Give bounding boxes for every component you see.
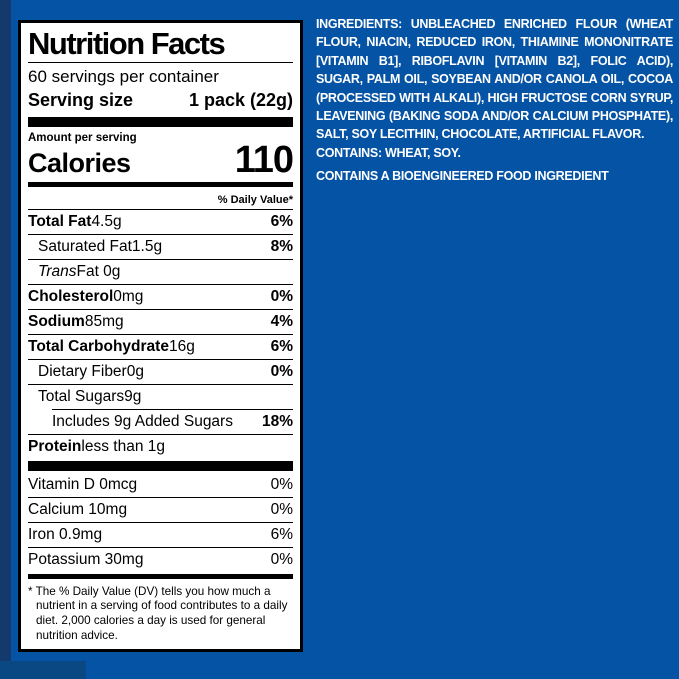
ingredients-text: INGREDIENTS: UNBLEACHED ENRICHED FLOUR (… <box>316 17 673 142</box>
amount-per-serving-label: Amount per serving <box>28 131 137 144</box>
nutrient-row: Saturated Fat 1.5g 8% <box>28 233 293 259</box>
nutrient-row: Calcium 10mg 0% <box>28 496 293 522</box>
nutrition-facts-panel: Nutrition Facts 60 servings per containe… <box>18 20 303 653</box>
package-fold-shadow <box>0 661 86 679</box>
calories-value: 110 <box>234 138 294 181</box>
nutrient-row: Vitamin D 0mcg 0% <box>28 476 293 494</box>
nutrient-row: Potassium 30mg 0% <box>28 546 293 572</box>
nutrient-row: Includes 9g Added Sugars 18% <box>28 408 293 434</box>
nutrient-row: Total Carbohydrate 16g 6% <box>28 333 293 359</box>
nutrient-row: Trans Fat 0g <box>28 258 293 284</box>
nutrient-row: Iron 0.9mg 6% <box>28 521 293 547</box>
serving-size-row: Serving size 1 pack (22g) <box>28 89 293 115</box>
thick-divider-bar <box>28 460 293 471</box>
serving-size-value: 1 pack (22g) <box>188 89 293 110</box>
bioengineered-statement: CONTAINS A BIOENGINEERED FOOD INGREDIENT <box>316 169 609 184</box>
divider <box>28 62 293 64</box>
servings-per-container: 60 servings per container <box>28 67 219 87</box>
nutrient-row: Total Sugars 9g <box>28 383 293 409</box>
package-edge-shading <box>0 0 11 679</box>
nutrient-row: Dietary Fiber 0g 0% <box>28 358 293 384</box>
thick-divider-bar <box>28 116 293 127</box>
daily-value-footnote: * The % Daily Value (DV) tells you how m… <box>28 584 288 643</box>
contains-statement: CONTAINS: WHEAT, SOY. <box>316 145 461 160</box>
nutrition-facts-title: Nutrition Facts <box>28 26 226 61</box>
vitamin-rows: Vitamin D 0mcg 0% Calcium 10mg 0% Iron 0.9mg… <box>28 473 293 572</box>
nutrient-row: Total Fat 4.5g 6% <box>28 208 293 234</box>
serving-size-label: Serving size <box>28 89 134 110</box>
nutrient-row: Cholesterol 0mg 0% <box>28 283 293 309</box>
medium-divider-bar <box>28 181 293 187</box>
medium-divider-bar <box>28 573 293 579</box>
calories-label: Calories <box>28 148 131 179</box>
ingredients-block: INGREDIENTS: UNBLEACHED ENRICHED FLOUR (… <box>316 15 673 186</box>
daily-value-header: % Daily Value* <box>217 193 293 206</box>
calories-row: Calories 110 <box>28 138 294 181</box>
nutrient-rows: Total Fat 4.5g 6% Saturated Fat 1.5g 8% Tran… <box>28 208 293 459</box>
nutrient-row: Protein less than 1g <box>28 433 293 459</box>
nutrient-row: Sodium 85mg 4% <box>28 308 293 334</box>
